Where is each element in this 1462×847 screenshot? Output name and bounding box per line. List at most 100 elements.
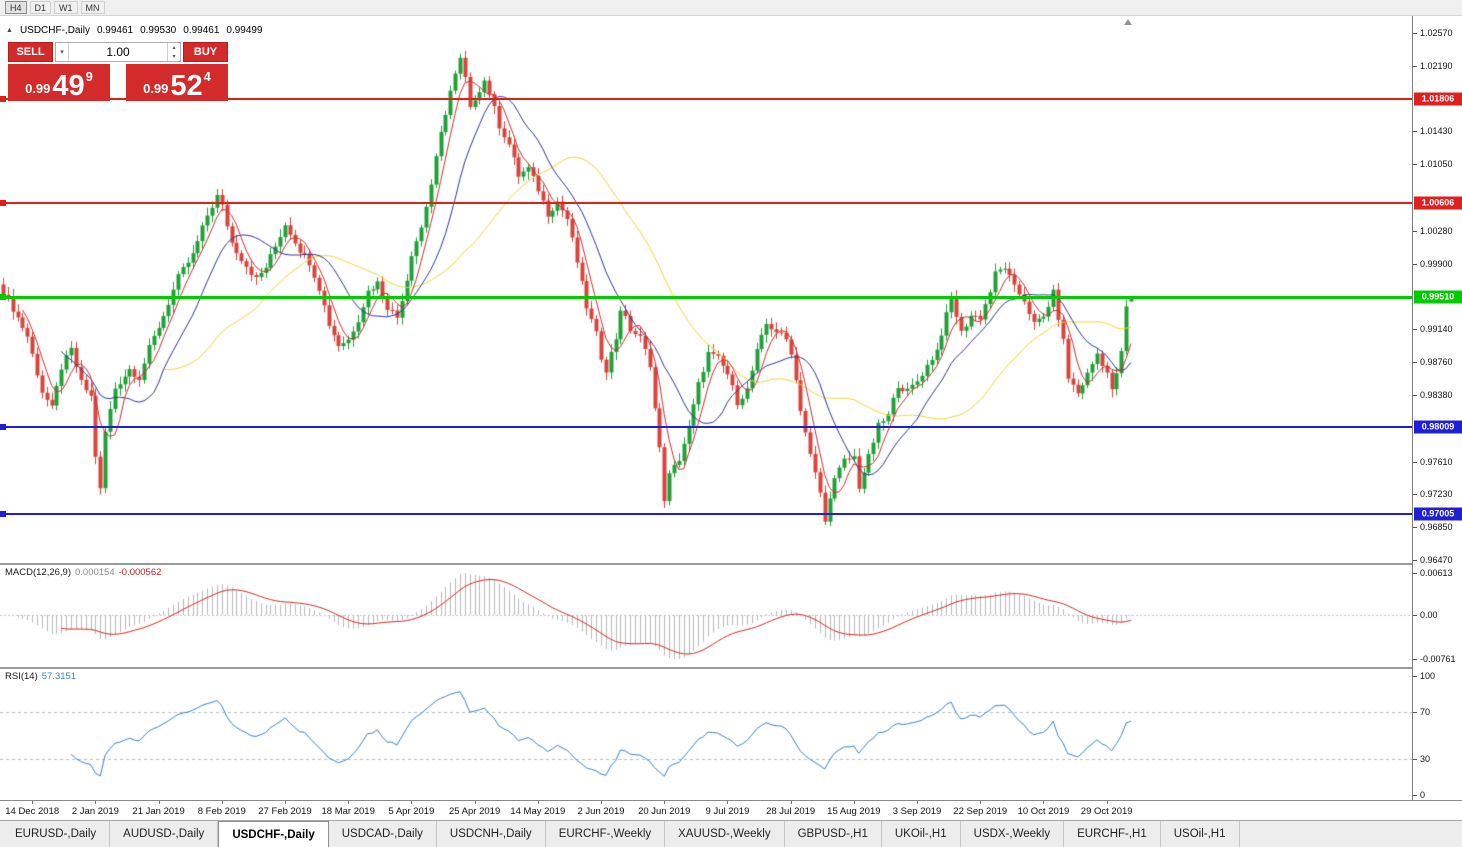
- close-value: 0.99499: [226, 25, 263, 36]
- axis-tick-label: 1.00280: [1420, 225, 1453, 236]
- rsi-indicator-panel[interactable]: RSI(14) 57.3151: [0, 669, 1412, 800]
- axis-tick-label: 0.96850: [1420, 522, 1453, 533]
- date-label: 27 Feb 2019: [258, 806, 312, 817]
- volume-control[interactable]: ▾ 1.00 ▴ ▾: [55, 42, 181, 62]
- buy-price-pip: 4: [203, 69, 211, 84]
- axis-tick: [1413, 573, 1417, 574]
- date-tick: [95, 801, 97, 804]
- candlestick-canvas[interactable]: [0, 16, 1412, 563]
- tab-usdx-weekly[interactable]: USDX-,Weekly: [961, 821, 1065, 847]
- date-tick: [32, 801, 34, 804]
- macd-indicator-panel[interactable]: MACD(12,26,9) 0.000154 -0.000562: [0, 565, 1412, 667]
- buy-price-display[interactable]: 0.99 52 4: [126, 64, 228, 101]
- line-drag-handle[interactable]: [0, 199, 6, 206]
- timeframe-w1-button[interactable]: W1: [54, 1, 78, 14]
- chart-shift-icon[interactable]: [1124, 19, 1132, 25]
- high-value: 0.99530: [140, 25, 177, 36]
- date-tick: [1106, 801, 1108, 804]
- main-price-chart[interactable]: ▲ USDCHF-,Daily 0.99461 0.99530 0.99461 …: [0, 16, 1412, 563]
- date-tick: [1043, 801, 1045, 804]
- volume-up-icon[interactable]: ▴: [172, 45, 176, 51]
- chart-ohlc-title: ▲ USDCHF-,Daily 0.99461 0.99530 0.99461 …: [6, 25, 263, 36]
- open-value: 0.99461: [96, 25, 134, 36]
- price-tag-0.97005: 0.97005: [1414, 507, 1462, 521]
- timeframe-h4-button[interactable]: H4: [5, 1, 27, 14]
- low-value: 0.99461: [183, 25, 220, 36]
- sell-price-display[interactable]: 0.99 49 9: [8, 64, 110, 101]
- tab-usoil-h1[interactable]: USOil-,H1: [1161, 821, 1240, 847]
- buy-price-prefix: 0.99: [143, 81, 169, 96]
- rsi-name: RSI(14): [5, 671, 38, 682]
- timeframe-toolbar: H4 D1 W1 MN: [0, 0, 1462, 16]
- date-tick: [664, 801, 666, 804]
- volume-down-icon[interactable]: ▾: [172, 54, 176, 60]
- timeframe-d1-button[interactable]: D1: [29, 1, 52, 14]
- horizontal-line-1.00606[interactable]: [0, 201, 1412, 204]
- volume-spinner[interactable]: ▴ ▾: [167, 43, 180, 61]
- price-tag-0.99510: 0.99510: [1414, 290, 1462, 304]
- date-label: 22 Sep 2019: [953, 806, 1008, 817]
- axis-tick-label: 1.01050: [1420, 159, 1453, 170]
- date-tick: [474, 801, 476, 804]
- tab-xauusd-weekly[interactable]: XAUUSD-,Weekly: [665, 821, 785, 847]
- axis-tick-label: 0.96470: [1420, 555, 1453, 565]
- price-tag-0.98009: 0.98009: [1414, 420, 1462, 434]
- horizontal-line-1.01806[interactable]: [0, 98, 1412, 100]
- axis-tick-label: 0.98760: [1420, 357, 1453, 368]
- date-label: 25 Apr 2019: [448, 806, 501, 817]
- date-tick: [980, 801, 982, 804]
- tab-eurchf-weekly[interactable]: EURCHF-,Weekly: [546, 821, 666, 847]
- volume-value[interactable]: 1.00: [106, 45, 130, 59]
- date-label: 18 Mar 2019: [321, 806, 375, 817]
- line-drag-handle[interactable]: [0, 510, 6, 517]
- date-tick: [411, 801, 413, 804]
- horizontal-line-0.98009[interactable]: [0, 426, 1412, 429]
- collapse-panel-icon[interactable]: ▲: [6, 27, 13, 34]
- axis-tick-label: 0.99140: [1420, 324, 1453, 335]
- timeframe-mn-button[interactable]: MN: [80, 1, 105, 14]
- date-tick: [917, 801, 919, 804]
- tab-usdchf-daily[interactable]: USDCHF-,Daily: [218, 821, 329, 847]
- line-drag-handle[interactable]: [0, 96, 6, 102]
- axis-tick: [1413, 263, 1417, 265]
- horizontal-line-0.97005[interactable]: [0, 512, 1412, 515]
- axis-tick-label: 0.97230: [1420, 489, 1453, 500]
- one-click-trading-panel: SELL ▾ 1.00 ▴ ▾ BUY 0.99 49 9 0.99 52 4: [8, 42, 228, 101]
- panel-divider[interactable]: [0, 667, 1462, 669]
- tab-audusd-daily[interactable]: AUDUSD-,Daily: [110, 821, 219, 847]
- date-tick: [284, 801, 286, 804]
- rsi-canvas[interactable]: [0, 669, 1412, 800]
- tab-eurchf-h1[interactable]: EURCHF-,H1: [1064, 821, 1161, 847]
- tab-usdcnh-daily[interactable]: USDCNH-,Daily: [437, 821, 546, 847]
- buy-button[interactable]: BUY: [183, 42, 228, 62]
- buy-price-big: 52: [170, 70, 203, 103]
- symbol-period-label: USDCHF-,Daily: [19, 25, 90, 36]
- axis-tick: [1413, 795, 1417, 796]
- date-label: 14 May 2019: [510, 806, 566, 817]
- date-tick: [727, 801, 729, 804]
- date-label: 5 Apr 2019: [388, 806, 435, 817]
- line-drag-handle[interactable]: [0, 294, 6, 301]
- macd-main-value: 0.000154: [75, 567, 115, 578]
- tab-usdcad-daily[interactable]: USDCAD-,Daily: [329, 821, 437, 847]
- date-axis[interactable]: 14 Dec 2018 2 Jan 2019 21 Jan 2019 8 Feb 20…: [0, 800, 1462, 820]
- date-label: 10 Oct 2019: [1017, 806, 1070, 817]
- tab-gbpusd-h1[interactable]: GBPUSD-,H1: [785, 821, 882, 847]
- axis-tick-label: 1.02190: [1420, 60, 1453, 71]
- date-label: 21 Jan 2019: [132, 806, 185, 817]
- price-axis[interactable]: 1.02570 1.02190 1.01430 1.01050 1.00280 0.999…: [1412, 16, 1462, 800]
- date-tick: [790, 801, 792, 804]
- volume-dropdown-icon[interactable]: ▾: [56, 43, 69, 61]
- macd-canvas[interactable]: [0, 565, 1412, 667]
- line-drag-handle[interactable]: [0, 424, 6, 431]
- tab-ukoil-h1[interactable]: UKOil-,H1: [882, 821, 961, 847]
- axis-tick: [1413, 394, 1417, 396]
- axis-tick: [1413, 362, 1417, 364]
- date-label: 2 Jun 2019: [577, 806, 625, 817]
- axis-tick: [1413, 759, 1417, 761]
- panel-divider[interactable]: [0, 563, 1462, 565]
- tab-eurusd-daily[interactable]: EURUSD-,Daily: [2, 821, 111, 847]
- sell-button[interactable]: SELL: [8, 42, 53, 62]
- horizontal-line-0.99510[interactable]: [0, 295, 1412, 299]
- axis-tick: [1413, 65, 1417, 67]
